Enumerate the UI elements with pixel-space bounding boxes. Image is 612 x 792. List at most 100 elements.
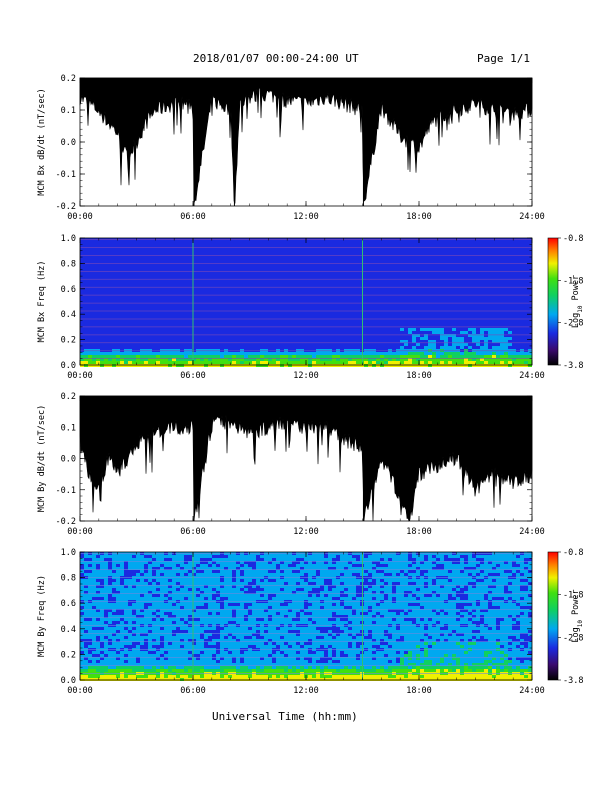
heatmap-cell [104,280,108,283]
heatmap-cell [252,250,256,253]
heatmap-cell [332,361,336,364]
heatmap-cell [144,340,148,343]
heatmap-cell [116,268,120,271]
heatmap-cell [276,295,280,298]
heatmap-cell [184,337,188,340]
heatmap-cell [412,295,416,298]
heatmap-cell [492,301,496,304]
heatmap-cell [464,340,468,343]
heatmap-cell [324,250,328,253]
heatmap-cell [324,256,328,259]
heatmap-cell [180,265,184,268]
heatmap-cell [252,268,256,271]
heatmap-cell [88,277,92,280]
heatmap-cell [392,358,396,361]
heatmap-cell [288,361,292,364]
heatmap-cell [108,352,112,355]
heatmap-cell [200,271,204,274]
heatmap-cell [240,358,244,361]
heatmap-cell [356,283,360,286]
heatmap-cell [344,280,348,283]
heatmap-cell [92,355,96,358]
heatmap-cell [132,280,136,283]
heatmap-cell [448,292,452,295]
heatmap-cell [420,337,424,340]
heatmap-cell [368,310,372,313]
heatmap-cell [392,310,396,313]
heatmap-cell [312,250,316,253]
heatmap-cell [284,277,288,280]
heatmap-cell [376,328,380,331]
heatmap-cell [432,328,436,331]
heatmap-cell [180,355,184,358]
heatmap-cell [356,265,360,268]
heatmap-cell [404,283,408,286]
heatmap-cell [460,283,464,286]
heatmap-cell [408,280,412,283]
heatmap-cell [128,331,132,334]
heatmap-cell [256,307,260,310]
heatmap-cell [208,334,212,337]
heatmap-cell [104,295,108,298]
heatmap-cell [260,244,264,247]
heatmap-cell [516,283,520,286]
heatmap-cell [100,340,104,343]
heatmap-cell [244,280,248,283]
heatmap-cell [344,301,348,304]
heatmap-cell [456,253,460,256]
heatmap-cell [104,283,108,286]
heatmap-cell [184,331,188,334]
heatmap-cell [516,250,520,253]
heatmap-cell [244,271,248,274]
heatmap-cell [364,346,368,349]
heatmap-cell [348,247,352,250]
heatmap-cell [320,346,324,349]
heatmap-cell [228,334,232,337]
heatmap-cell [248,280,252,283]
heatmap-cell [152,319,156,322]
heatmap-cell [368,289,372,292]
heatmap-cell [208,337,212,340]
heatmap-cell [96,304,100,307]
heatmap-cell [456,328,460,331]
heatmap-cell [392,289,396,292]
heatmap-cell [176,274,180,277]
heatmap-cell [408,274,412,277]
heatmap-cell [220,280,224,283]
heatmap-cell [356,355,360,358]
heatmap-cell [84,268,88,271]
heatmap-cell [244,337,248,340]
heatmap-cell [448,265,452,268]
heatmap-cell [168,304,172,307]
heatmap-cell [244,352,248,355]
heatmap-cell [184,295,188,298]
heatmap-cell [452,268,456,271]
heatmap-cell [324,289,328,292]
heatmap-cell [408,268,412,271]
heatmap-cell [224,322,228,325]
heatmap-cell [140,274,144,277]
heatmap-cell [304,322,308,325]
heatmap-cell [204,325,208,328]
heatmap-cell [148,334,152,337]
heatmap-cell [80,244,84,247]
heatmap-cell [304,295,308,298]
heatmap-cell [480,247,484,250]
heatmap-cell [168,292,172,295]
heatmap-cell [288,292,292,295]
heatmap-cell [120,364,124,367]
heatmap-cell [196,325,200,328]
heatmap-cell [264,325,268,328]
heatmap-cell [496,307,500,310]
heatmap-cell [384,331,388,334]
heatmap-cell [480,337,484,340]
heatmap-cell [204,274,208,277]
heatmap-cell [348,337,352,340]
heatmap-cell [260,343,264,346]
heatmap-cell [140,298,144,301]
heatmap-cell [132,316,136,319]
heatmap-cell [252,316,256,319]
heatmap-cell [320,253,324,256]
heatmap-cell [464,322,468,325]
